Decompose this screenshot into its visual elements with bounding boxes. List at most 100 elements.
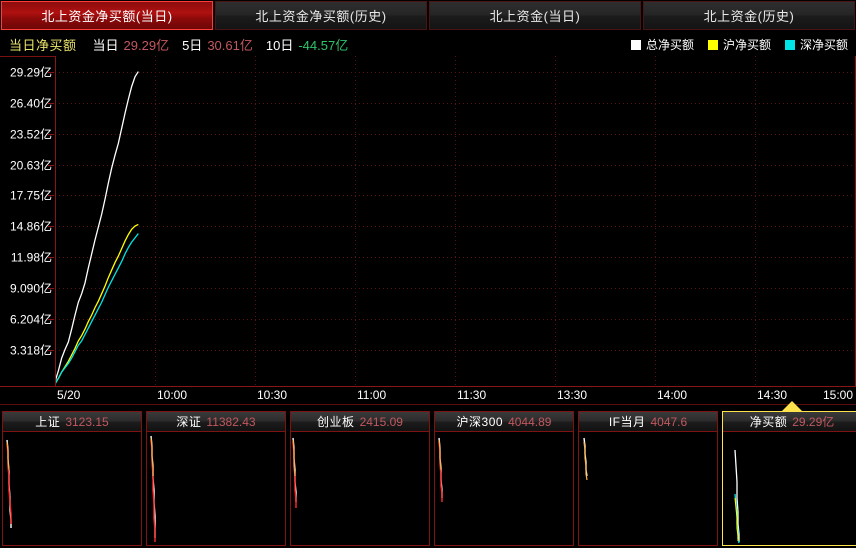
mini-panel-chart: [579, 432, 717, 545]
plot-area[interactable]: [55, 56, 855, 386]
mini-panel-name: 深证: [176, 415, 202, 429]
legend-label-shanghai: 沪净买额: [722, 38, 771, 52]
mini-panel-value: 3123.15: [65, 414, 109, 429]
mini-panel-name: 沪深300: [456, 415, 504, 429]
stat-today-label: 当日: [92, 38, 119, 53]
chart-legend: 总净买额 沪净买额 深净买额: [617, 36, 848, 53]
y-axis-tick: [48, 257, 54, 258]
series-line: [55, 233, 139, 385]
mini-panel-value: 2415.09: [359, 414, 403, 429]
mini-panel-chart: [435, 432, 573, 545]
chart-gridlines: [55, 56, 855, 386]
y-axis-label: 29.29亿: [9, 65, 52, 80]
stat-10day-label: 10日: [265, 38, 294, 53]
x-axis-label: 10:00: [157, 388, 188, 402]
y-axis-label: 11.98亿: [10, 250, 52, 265]
x-axis-label: 14:30: [757, 388, 788, 402]
y-axis-label: 23.52亿: [9, 127, 52, 141]
stat-5day-value: 30.61亿: [207, 38, 253, 53]
y-axis-tick: [48, 195, 54, 196]
mini-panel-chart: [291, 432, 429, 545]
legend-label-total: 总净买额: [645, 38, 694, 52]
stat-5day: 5日 30.61亿: [182, 35, 253, 54]
y-axis-tick: [48, 134, 54, 135]
y-axis-tick: [48, 72, 54, 73]
x-axis-label: 13:30: [557, 388, 588, 402]
mini-panel-value: 11382.43: [206, 414, 256, 429]
mini-panel-chinext[interactable]: 创业板 2415.09: [290, 411, 430, 546]
mini-chart-svg: [438, 437, 443, 502]
tab-net-buy-history[interactable]: 北上资金净买额(历史): [215, 1, 427, 30]
x-axis-label: 14:00: [657, 388, 688, 402]
mini-panel-chart: [723, 432, 856, 545]
y-axis-label: 3.318亿: [9, 343, 52, 358]
y-axis-label: 6.204亿: [9, 312, 52, 327]
stat-5day-label: 5日: [182, 38, 203, 53]
x-axis-labels: 5/20 10:00 10:30 11:00 11:30 13:30 14:00 14:30 1…: [0, 388, 856, 404]
x-axis-label: 11:00: [357, 388, 387, 402]
main-chart[interactable]: 29.29亿 26.40亿 23.52亿 20.63亿 17.75亿 14.86亿 11.9…: [0, 56, 856, 405]
legend-item-shenzhen[interactable]: 深净买额: [784, 36, 848, 53]
tab-northbound-today[interactable]: 北上资金(当日): [429, 1, 641, 30]
mini-panel-chart: [3, 432, 141, 545]
mini-panel-shanghai-composite[interactable]: 上证 3123.15: [2, 411, 142, 546]
mini-chart-svg: [734, 449, 740, 544]
stat-10day-value: -44.57亿: [298, 38, 349, 53]
y-axis-labels: 29.29亿 26.40亿 23.52亿 20.63亿 17.75亿 14.86亿 11.9…: [0, 56, 55, 386]
x-axis-label: 11:30: [457, 388, 487, 402]
tab-northbound-history[interactable]: 北上资金(历史): [643, 1, 855, 30]
stat-today-value: 29.29亿: [123, 38, 170, 53]
plot-bottom-border: [0, 386, 856, 387]
selected-panel-marker-icon: [781, 401, 803, 412]
mini-panel-header: 净买额 29.29亿: [723, 412, 856, 432]
mini-panel-name: 净买额: [749, 415, 788, 429]
mini-panel-shenzhen-component[interactable]: 深证 11382.43: [146, 411, 286, 546]
mini-panel-value: 29.29亿: [792, 415, 835, 429]
y-axis-label: 14.86亿: [9, 219, 52, 234]
mini-panel-header: IF当月 4047.6: [579, 412, 717, 432]
legend-label-shenzhen: 深净买额: [799, 38, 848, 52]
mini-panel-net-buy[interactable]: 净买额 29.29亿: [722, 401, 856, 546]
mini-chart-svg: [583, 437, 588, 481]
legend-item-shanghai[interactable]: 沪净买额: [707, 36, 771, 53]
mini-panel-chart: [147, 432, 285, 545]
mini-panel-header: 创业板 2415.09: [291, 412, 429, 432]
tab-bar: 北上资金净买额(当日) 北上资金净买额(历史) 北上资金(当日) 北上资金(历史…: [0, 0, 856, 31]
y-axis-tick: [48, 350, 54, 351]
mini-panel-value: 4044.89: [508, 414, 552, 429]
mini-panel-csi300[interactable]: 沪深300 4044.89: [434, 411, 574, 546]
legend-swatch-total-icon: [630, 39, 641, 50]
chart-title: 当日净买额: [9, 38, 77, 53]
mini-chart-svg: [292, 437, 297, 508]
y-axis-label: 9.090亿: [9, 281, 52, 296]
mini-panel-name: 创业板: [317, 415, 355, 429]
series-line: [55, 223, 139, 385]
mini-panel-header: 深证 11382.43: [147, 412, 285, 432]
tab-net-buy-today[interactable]: 北上资金净买额(当日): [1, 1, 213, 30]
series-line: [55, 71, 139, 382]
mini-panel-name: IF当月: [608, 415, 646, 429]
legend-swatch-shanghai-icon: [707, 39, 718, 50]
mini-panel-name: 上证: [35, 415, 61, 429]
stat-today: 当日 29.29亿: [93, 35, 170, 54]
mini-panel-header: 上证 3123.15: [3, 412, 141, 432]
mini-panels: 上证 3123.15 深证 11382.43: [0, 401, 856, 548]
y-axis-label: 17.75亿: [9, 188, 52, 203]
stat-10day: 10日 -44.57亿: [266, 35, 348, 54]
mini-chart-svg: [6, 439, 12, 528]
y-axis-tick: [48, 288, 54, 289]
y-axis-label: 20.63亿: [9, 158, 52, 173]
mini-panel-header: 沪深300 4044.89: [435, 412, 573, 432]
legend-item-total[interactable]: 总净买额: [630, 36, 694, 53]
y-axis-label: 26.40亿: [9, 96, 52, 111]
mini-panel-if-current-month[interactable]: IF当月 4047.6: [578, 411, 718, 546]
x-axis-label: 10:30: [257, 388, 288, 402]
y-axis-tick: [48, 165, 54, 166]
y-axis-tick: [48, 103, 54, 104]
plot-left-border: [55, 56, 56, 387]
x-axis-label: 15:00: [823, 388, 854, 402]
legend-swatch-shenzhen-icon: [784, 39, 795, 50]
info-bar: 当日净买额 当日 29.29亿 5日 30.61亿 10日 -44.57亿 总净买额 …: [0, 31, 856, 56]
chart-bottom-rule: [0, 404, 856, 405]
